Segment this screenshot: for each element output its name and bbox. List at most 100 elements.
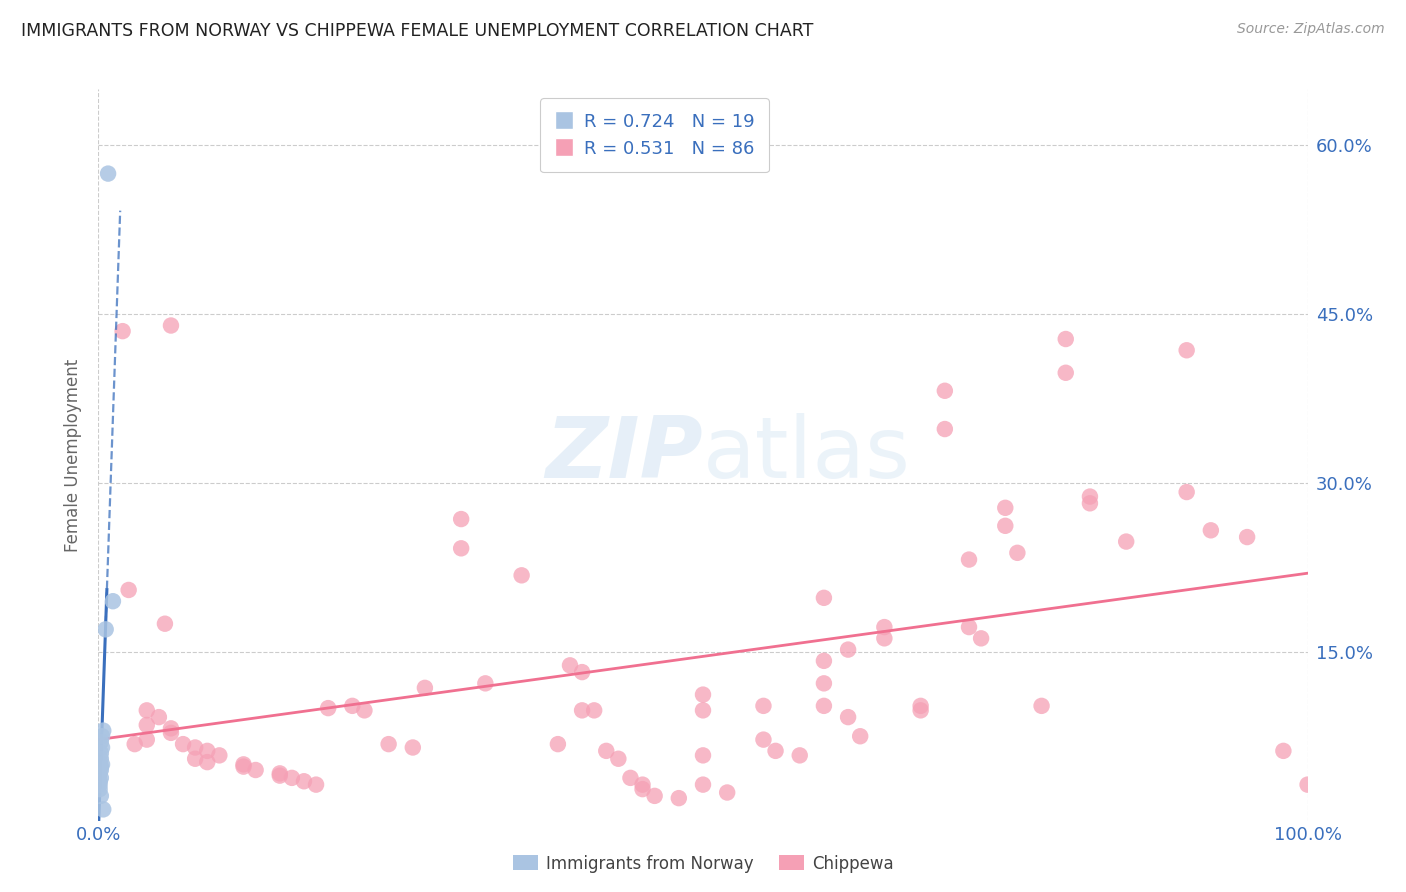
- Point: [849, 729, 872, 743]
- Point: [716, 785, 738, 799]
- Point: [837, 710, 859, 724]
- Point: [957, 552, 980, 566]
- Point: [450, 541, 472, 556]
- Point: [89, 774, 111, 789]
- Text: atlas: atlas: [703, 413, 911, 497]
- Point: [813, 676, 835, 690]
- Point: [631, 778, 654, 792]
- Legend: Immigrants from Norway, Chippewa: Immigrants from Norway, Chippewa: [506, 848, 900, 880]
- Point: [118, 582, 141, 597]
- Y-axis label: Female Unemployment: Female Unemployment: [65, 359, 83, 551]
- Point: [1115, 534, 1137, 549]
- Point: [153, 616, 176, 631]
- Point: [474, 676, 496, 690]
- Point: [90, 789, 112, 803]
- Point: [813, 654, 835, 668]
- Point: [571, 703, 593, 717]
- Point: [195, 755, 218, 769]
- Point: [752, 698, 775, 713]
- Point: [101, 594, 124, 608]
- Point: [692, 703, 714, 717]
- Point: [510, 568, 533, 582]
- Point: [195, 744, 218, 758]
- Point: [232, 757, 254, 772]
- Point: [94, 623, 117, 637]
- Text: Source: ZipAtlas.com: Source: ZipAtlas.com: [1237, 22, 1385, 37]
- Point: [957, 620, 980, 634]
- Point: [1054, 332, 1077, 346]
- Point: [1236, 530, 1258, 544]
- Text: IMMIGRANTS FROM NORWAY VS CHIPPEWA FEMALE UNEMPLOYMENT CORRELATION CHART: IMMIGRANTS FROM NORWAY VS CHIPPEWA FEMAL…: [21, 22, 814, 40]
- Point: [813, 591, 835, 605]
- Point: [1272, 744, 1295, 758]
- Point: [90, 752, 112, 766]
- Point: [135, 732, 157, 747]
- Point: [160, 722, 183, 736]
- Point: [342, 698, 364, 713]
- Point: [970, 632, 993, 646]
- Point: [692, 688, 714, 702]
- Point: [1078, 496, 1101, 510]
- Point: [789, 748, 811, 763]
- Point: [692, 778, 714, 792]
- Point: [1078, 490, 1101, 504]
- Legend: R = 0.724   N = 19, R = 0.531   N = 86: R = 0.724 N = 19, R = 0.531 N = 86: [540, 98, 769, 172]
- Point: [305, 778, 328, 792]
- Point: [583, 703, 606, 717]
- Text: ZIP: ZIP: [546, 413, 703, 497]
- Point: [934, 422, 956, 436]
- Point: [558, 658, 581, 673]
- Point: [90, 771, 112, 785]
- Point: [813, 698, 835, 713]
- Point: [1007, 546, 1029, 560]
- Point: [619, 771, 641, 785]
- Point: [89, 778, 111, 792]
- Point: [644, 789, 666, 803]
- Point: [89, 766, 111, 780]
- Point: [91, 740, 114, 755]
- Point: [160, 726, 183, 740]
- Point: [269, 769, 291, 783]
- Point: [837, 642, 859, 657]
- Point: [124, 737, 146, 751]
- Point: [994, 500, 1017, 515]
- Point: [402, 740, 425, 755]
- Point: [91, 729, 114, 743]
- Point: [269, 766, 291, 780]
- Point: [353, 703, 375, 717]
- Point: [90, 746, 112, 760]
- Point: [595, 744, 617, 758]
- Point: [571, 665, 593, 679]
- Point: [316, 701, 339, 715]
- Point: [934, 384, 956, 398]
- Point: [1054, 366, 1077, 380]
- Point: [752, 732, 775, 747]
- Point: [97, 167, 120, 181]
- Point: [172, 737, 194, 751]
- Point: [1031, 698, 1053, 713]
- Point: [873, 632, 896, 646]
- Point: [1296, 778, 1319, 792]
- Point: [91, 723, 114, 738]
- Point: [90, 735, 112, 749]
- Point: [547, 737, 569, 751]
- Point: [292, 774, 315, 789]
- Point: [184, 740, 207, 755]
- Point: [450, 512, 472, 526]
- Point: [91, 757, 114, 772]
- Point: [377, 737, 399, 751]
- Point: [135, 703, 157, 717]
- Point: [413, 681, 436, 695]
- Point: [692, 748, 714, 763]
- Point: [910, 703, 932, 717]
- Point: [1199, 524, 1222, 538]
- Point: [91, 802, 114, 816]
- Point: [148, 710, 170, 724]
- Point: [994, 518, 1017, 533]
- Point: [160, 318, 183, 333]
- Point: [232, 759, 254, 773]
- Point: [910, 698, 932, 713]
- Point: [90, 763, 112, 777]
- Point: [208, 748, 231, 763]
- Point: [873, 620, 896, 634]
